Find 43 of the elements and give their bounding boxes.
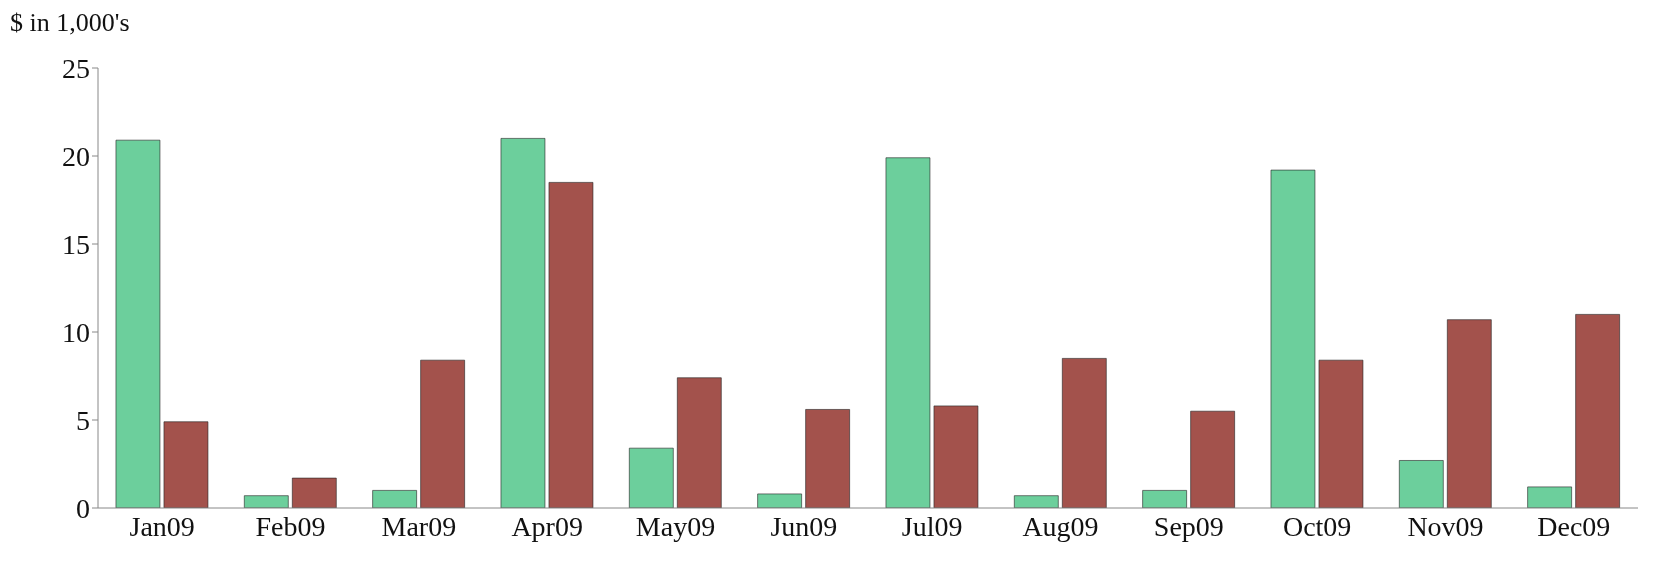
bar [1190, 410, 1235, 508]
bar [163, 421, 209, 508]
bar [500, 138, 546, 508]
bar [1318, 359, 1364, 508]
x-tick-label: Aug09 [1022, 510, 1099, 542]
x-tick-label: Jan09 [129, 510, 195, 542]
x-tick-label: Apr09 [511, 510, 583, 542]
bar [757, 493, 802, 508]
bar [372, 490, 417, 508]
y-tick-label: 15 [62, 228, 90, 260]
bar [244, 495, 289, 508]
bar [629, 447, 674, 508]
bar [548, 182, 594, 508]
x-tick-label: Jun09 [770, 510, 838, 542]
x-tick-label: Feb09 [255, 510, 326, 542]
x-tick-label: Jul09 [901, 510, 963, 542]
bar [420, 359, 465, 508]
bar [1527, 486, 1572, 508]
bar [1270, 169, 1316, 508]
bar [1142, 490, 1187, 508]
bar [1447, 319, 1492, 508]
y-tick-label: 10 [62, 316, 90, 348]
bar [805, 409, 850, 508]
bar [1399, 460, 1444, 508]
bar [1014, 495, 1059, 508]
x-tick-label: Oct09 [1282, 510, 1352, 542]
y-tick-label: 0 [76, 492, 90, 524]
bar [885, 157, 931, 508]
bar [115, 139, 161, 508]
y-tick-label: 25 [62, 52, 90, 84]
x-tick-label: Nov09 [1407, 510, 1484, 542]
bar [292, 477, 337, 508]
x-tick-label: May09 [635, 510, 716, 542]
y-tick-label: 5 [76, 404, 90, 436]
bar [1062, 358, 1107, 508]
x-tick-label: Dec09 [1537, 510, 1611, 542]
y-tick-label: 20 [62, 140, 90, 172]
y-axis-title: $ in 1,000's [10, 8, 130, 38]
x-tick-label: Sep09 [1153, 510, 1224, 542]
bar [933, 405, 979, 508]
x-tick-label: Mar09 [381, 510, 457, 542]
bar [1575, 314, 1620, 508]
bar [677, 377, 722, 508]
